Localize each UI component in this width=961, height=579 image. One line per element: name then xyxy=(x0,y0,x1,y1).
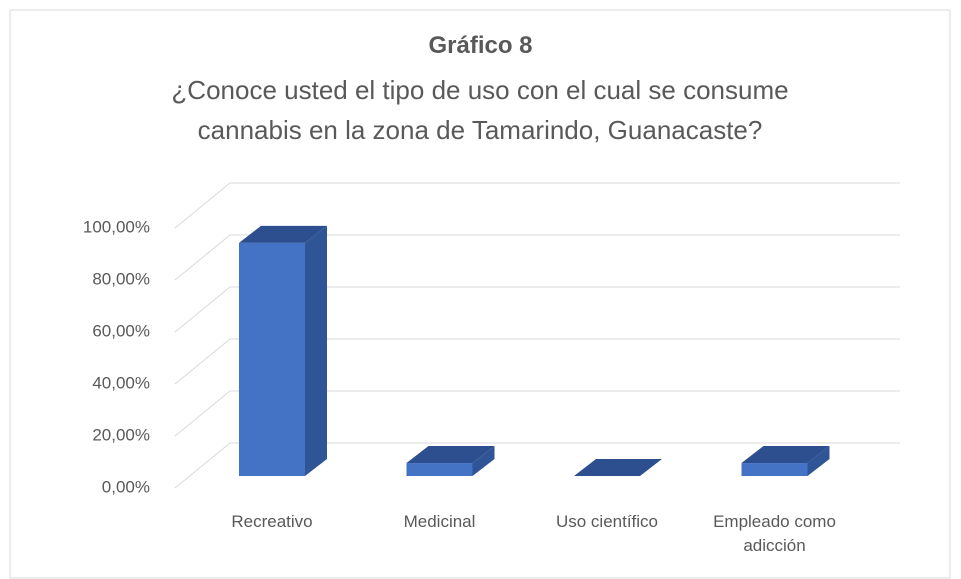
bar-top xyxy=(574,459,662,476)
grid-line xyxy=(174,182,231,229)
chart-subtitle: ¿Conoce usted el tipo de uso con el cual… xyxy=(171,75,789,145)
bar-side xyxy=(472,446,495,476)
bar xyxy=(406,463,473,476)
grid-line xyxy=(174,442,231,489)
bar-top xyxy=(741,446,830,464)
bar-side xyxy=(305,225,327,476)
grid-line xyxy=(174,234,231,281)
x-tick-label: Empleado como adicción xyxy=(713,512,836,555)
grid-line xyxy=(174,286,231,333)
chart-title: Gráfico 8 xyxy=(428,32,533,59)
y-tick-label: 80,00% xyxy=(92,269,150,288)
y-tick-label: 0,00% xyxy=(102,477,150,496)
y-tick-label: 100,00% xyxy=(83,217,150,236)
y-tick-label: 60,00% xyxy=(92,321,150,340)
bar xyxy=(741,463,808,476)
bar-top xyxy=(406,446,495,464)
x-tick-label: Uso científico xyxy=(555,512,659,531)
bar xyxy=(239,242,305,476)
chart-border xyxy=(9,9,951,579)
bar-top xyxy=(239,225,327,243)
grid-line xyxy=(174,338,231,385)
x-tick-label: Medicinal xyxy=(403,512,476,531)
y-tick-label: 20,00% xyxy=(92,425,150,444)
grid-line xyxy=(174,390,231,437)
x-tick-label: Recreativo xyxy=(231,512,313,531)
y-tick-label: 40,00% xyxy=(92,373,150,392)
bar-side xyxy=(807,446,830,476)
